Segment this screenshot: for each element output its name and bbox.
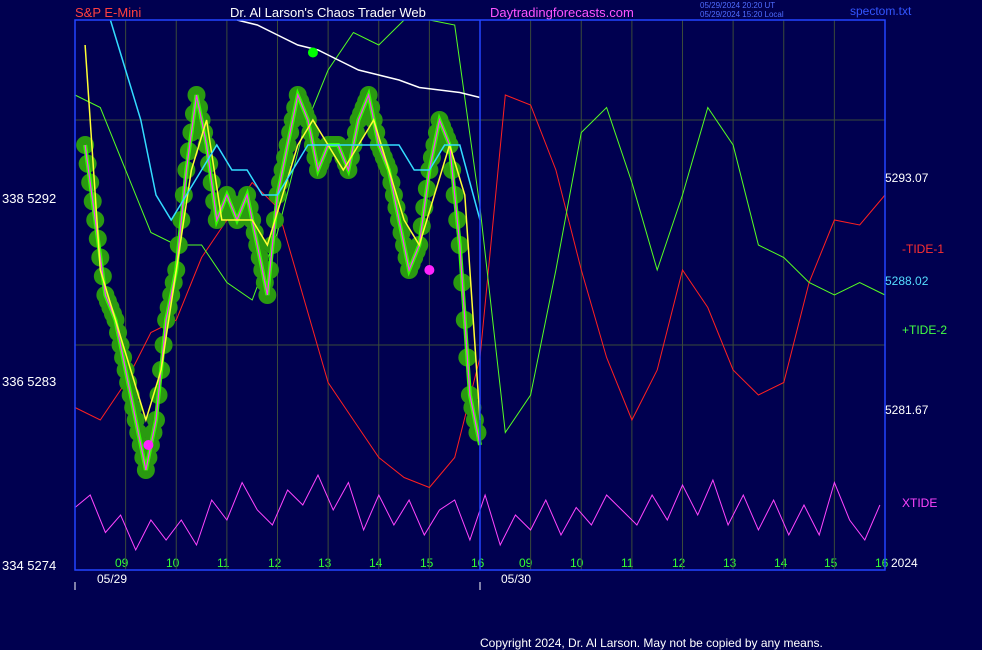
timestamp-local: 05/29/2024 15:20 Local (700, 10, 784, 19)
x-tick-label: 16 (471, 556, 485, 570)
high-marker-dot (307, 47, 318, 58)
left-axis-label: 334 5274 (2, 558, 57, 573)
series-label-xtide: XTIDE (902, 496, 938, 510)
year-label: 2024 (891, 556, 918, 570)
right-axis-value: 5293.07 (885, 171, 929, 185)
series-line-xtide (74, 473, 881, 552)
moving-average-fast (84, 44, 481, 423)
low-marker-dot (143, 440, 154, 450)
x-tick-label: 15 (420, 556, 434, 570)
file-name: spectom.txt (850, 4, 912, 18)
copyright: Copyright 2024, Dr. Al Larson. May not b… (480, 636, 823, 650)
timestamp-ut: 05/29/2024 20:20 UT (700, 1, 776, 10)
x-tick-label: 12 (268, 556, 282, 570)
source-label: Dr. Al Larson's Chaos Trader Web (230, 5, 426, 20)
right-axis-value: 5288.02 (885, 274, 929, 288)
moving-average-slow (109, 19, 481, 222)
series-label-tide2: +TIDE-2 (902, 323, 948, 337)
low-marker-dot (424, 265, 435, 275)
moving-average-long (236, 19, 481, 99)
price-layer (76, 19, 487, 479)
x-tick-label: 11 (621, 556, 634, 570)
x-tick-label: 09 (519, 556, 533, 570)
x-tick-label: 09 (115, 556, 129, 570)
series-label-tide1: -TIDE-1 (902, 242, 944, 256)
right-axis-value: 5281.67 (885, 403, 929, 417)
left-axis-label: 338 5292 (2, 191, 57, 206)
date-label: 05/30 (501, 572, 532, 586)
instrument-label: S&P E-Mini (75, 5, 142, 20)
x-tick-label: 10 (570, 556, 584, 570)
website-link[interactable]: Daytradingforecasts.com (490, 5, 634, 20)
left-axis-label: 336 5283 (2, 374, 57, 389)
date-label: 05/29 (97, 572, 128, 586)
x-tick-label: 11 (217, 556, 230, 570)
chart-frame (74, 19, 886, 590)
